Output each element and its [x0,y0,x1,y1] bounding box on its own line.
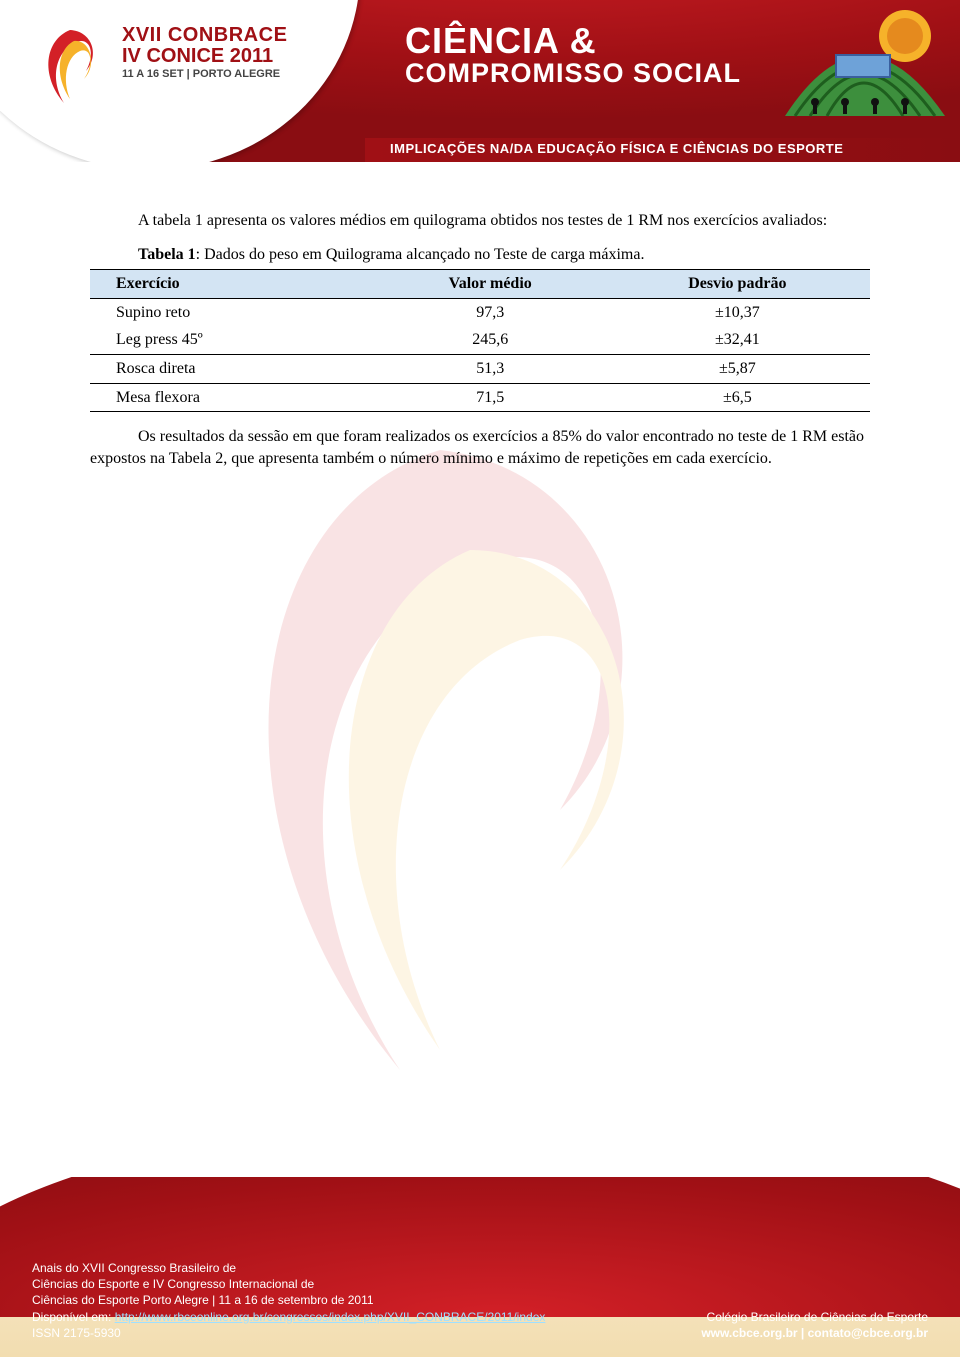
footer-text: Anais do XVII Congresso Brasileiro de Ci… [32,1260,928,1341]
table-caption-bold: Tabela 1 [138,246,196,263]
footer-link[interactable]: http://www.rbceonline.org.br/congressos/… [115,1310,546,1324]
table-row: Rosca direta 51,3 ±5,87 [90,354,870,383]
title-line2: COMPROMISSO SOCIAL [405,58,741,89]
table-cell: ±5,87 [605,354,870,383]
header-subtitle: IMPLICAÇÕES NA/DA EDUCAÇÃO FÍSICA E CIÊN… [390,141,843,156]
stadium-icon [775,6,950,126]
event-logo: XVII CONBRACE IV CONICE 2011 11 A 16 SET… [30,25,287,115]
header-title: CIÊNCIA & COMPROMISSO SOCIAL [405,20,741,89]
logo-line2: IV CONICE 2011 [122,46,287,67]
table-row: Leg press 45º 245,6 ±32,41 [90,326,870,354]
footer-org-name: Colégio Brasileiro de Ciências do Esport… [701,1309,928,1325]
table-cell: Supino reto [90,298,376,326]
table-cell: Leg press 45º [90,326,376,354]
table-header-cell: Valor médio [376,270,605,299]
watermark-swirl-icon [120,430,760,1130]
table-header-cell: Exercício [90,270,376,299]
table-cell: ±32,41 [605,326,870,354]
footer-line4: Disponível em: http://www.rbceonline.org… [32,1309,545,1325]
footer-org-contact: www.cbce.org.br | contato@cbce.org.br [701,1325,928,1341]
table-row: Supino reto 97,3 ±10,37 [90,298,870,326]
table-cell: ±10,37 [605,298,870,326]
footer-left: Anais do XVII Congresso Brasileiro de Ci… [32,1260,545,1341]
table-header-row: Exercício Valor médio Desvio padrão [90,270,870,299]
table-cell: 51,3 [376,354,605,383]
table-cell: 245,6 [376,326,605,354]
swirl-logo-icon [30,25,110,115]
table-row: Mesa flexora 71,5 ±6,5 [90,383,870,412]
content-area: A tabela 1 apresenta os valores médios e… [90,210,870,469]
header-sub-banner: IMPLICAÇÕES NA/DA EDUCAÇÃO FÍSICA E CIÊN… [0,138,960,162]
footer-line1: Anais do XVII Congresso Brasileiro de [32,1260,545,1276]
footer-right: Colégio Brasileiro de Ciências do Esport… [701,1309,928,1341]
header-banner: XVII CONBRACE IV CONICE 2011 11 A 16 SET… [0,0,960,162]
footer-line3: Ciências do Esporte Porto Alegre | 11 a … [32,1292,545,1308]
paragraph-1: A tabela 1 apresenta os valores médios e… [90,210,870,232]
logo-line3: 11 A 16 SET | PORTO ALEGRE [122,69,287,81]
table-cell: ±6,5 [605,383,870,412]
paragraph-2: Os resultados da sessão em que foram rea… [90,426,870,469]
table-caption: Tabela 1: Dados do peso em Quilograma al… [90,244,870,266]
table-cell: Mesa flexora [90,383,376,412]
table-cell: 71,5 [376,383,605,412]
table-cell: Rosca direta [90,354,376,383]
table-cell: 97,3 [376,298,605,326]
table-1: Exercício Valor médio Desvio padrão Supi… [90,269,870,412]
footer-line2: Ciências do Esporte e IV Congresso Inter… [32,1276,545,1292]
footer-issn: ISSN 2175-5930 [32,1325,545,1341]
footer-banner: Anais do XVII Congresso Brasileiro de Ci… [0,1177,960,1357]
logo-line1: XVII CONBRACE [122,25,287,46]
table-caption-rest: : Dados do peso em Quilograma alcançado … [196,246,645,263]
footer-line4-prefix: Disponível em: [32,1310,115,1324]
title-line1: CIÊNCIA & [405,20,741,62]
table-header-cell: Desvio padrão [605,270,870,299]
